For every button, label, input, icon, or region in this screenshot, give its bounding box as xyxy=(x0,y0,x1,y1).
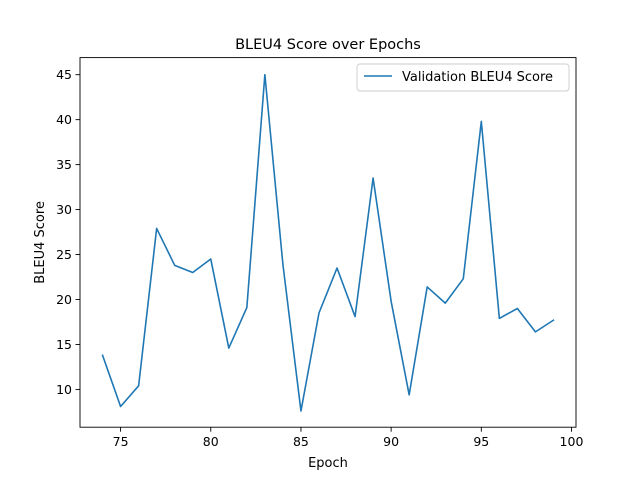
y-tick-label: 15 xyxy=(56,337,72,352)
plot-area xyxy=(101,73,555,412)
x-axis: 75 80 85 90 95 100 xyxy=(113,427,584,449)
x-axis-label: Epoch xyxy=(308,456,348,471)
chart-title: BLEU4 Score over Epochs xyxy=(235,37,421,53)
x-tick-label: 95 xyxy=(473,434,489,449)
legend: Validation BLEU4 Score xyxy=(356,63,570,92)
y-tick-label: 25 xyxy=(56,247,72,262)
x-tick-label: 75 xyxy=(113,434,129,449)
legend-box xyxy=(356,63,570,92)
x-tick-label: 90 xyxy=(383,434,399,449)
y-axis: 10 15 20 25 30 35 40 45 xyxy=(56,67,80,397)
x-tick-label: 80 xyxy=(203,434,219,449)
x-tick-label: 85 xyxy=(293,434,309,449)
y-tick-label: 30 xyxy=(56,202,72,217)
y-axis-label: BLEU4 Score xyxy=(33,201,48,284)
y-tick-label: 45 xyxy=(56,67,72,82)
y-tick-label: 35 xyxy=(56,157,72,172)
y-tick-label: 10 xyxy=(56,382,72,397)
y-tick-label: 40 xyxy=(56,112,72,127)
series-line-validation-bleu4-score xyxy=(101,73,555,412)
legend-label: Validation BLEU4 Score xyxy=(402,70,553,85)
y-tick-label: 20 xyxy=(56,292,72,307)
axes-frame xyxy=(79,57,577,428)
x-tick-label: 100 xyxy=(560,434,584,449)
